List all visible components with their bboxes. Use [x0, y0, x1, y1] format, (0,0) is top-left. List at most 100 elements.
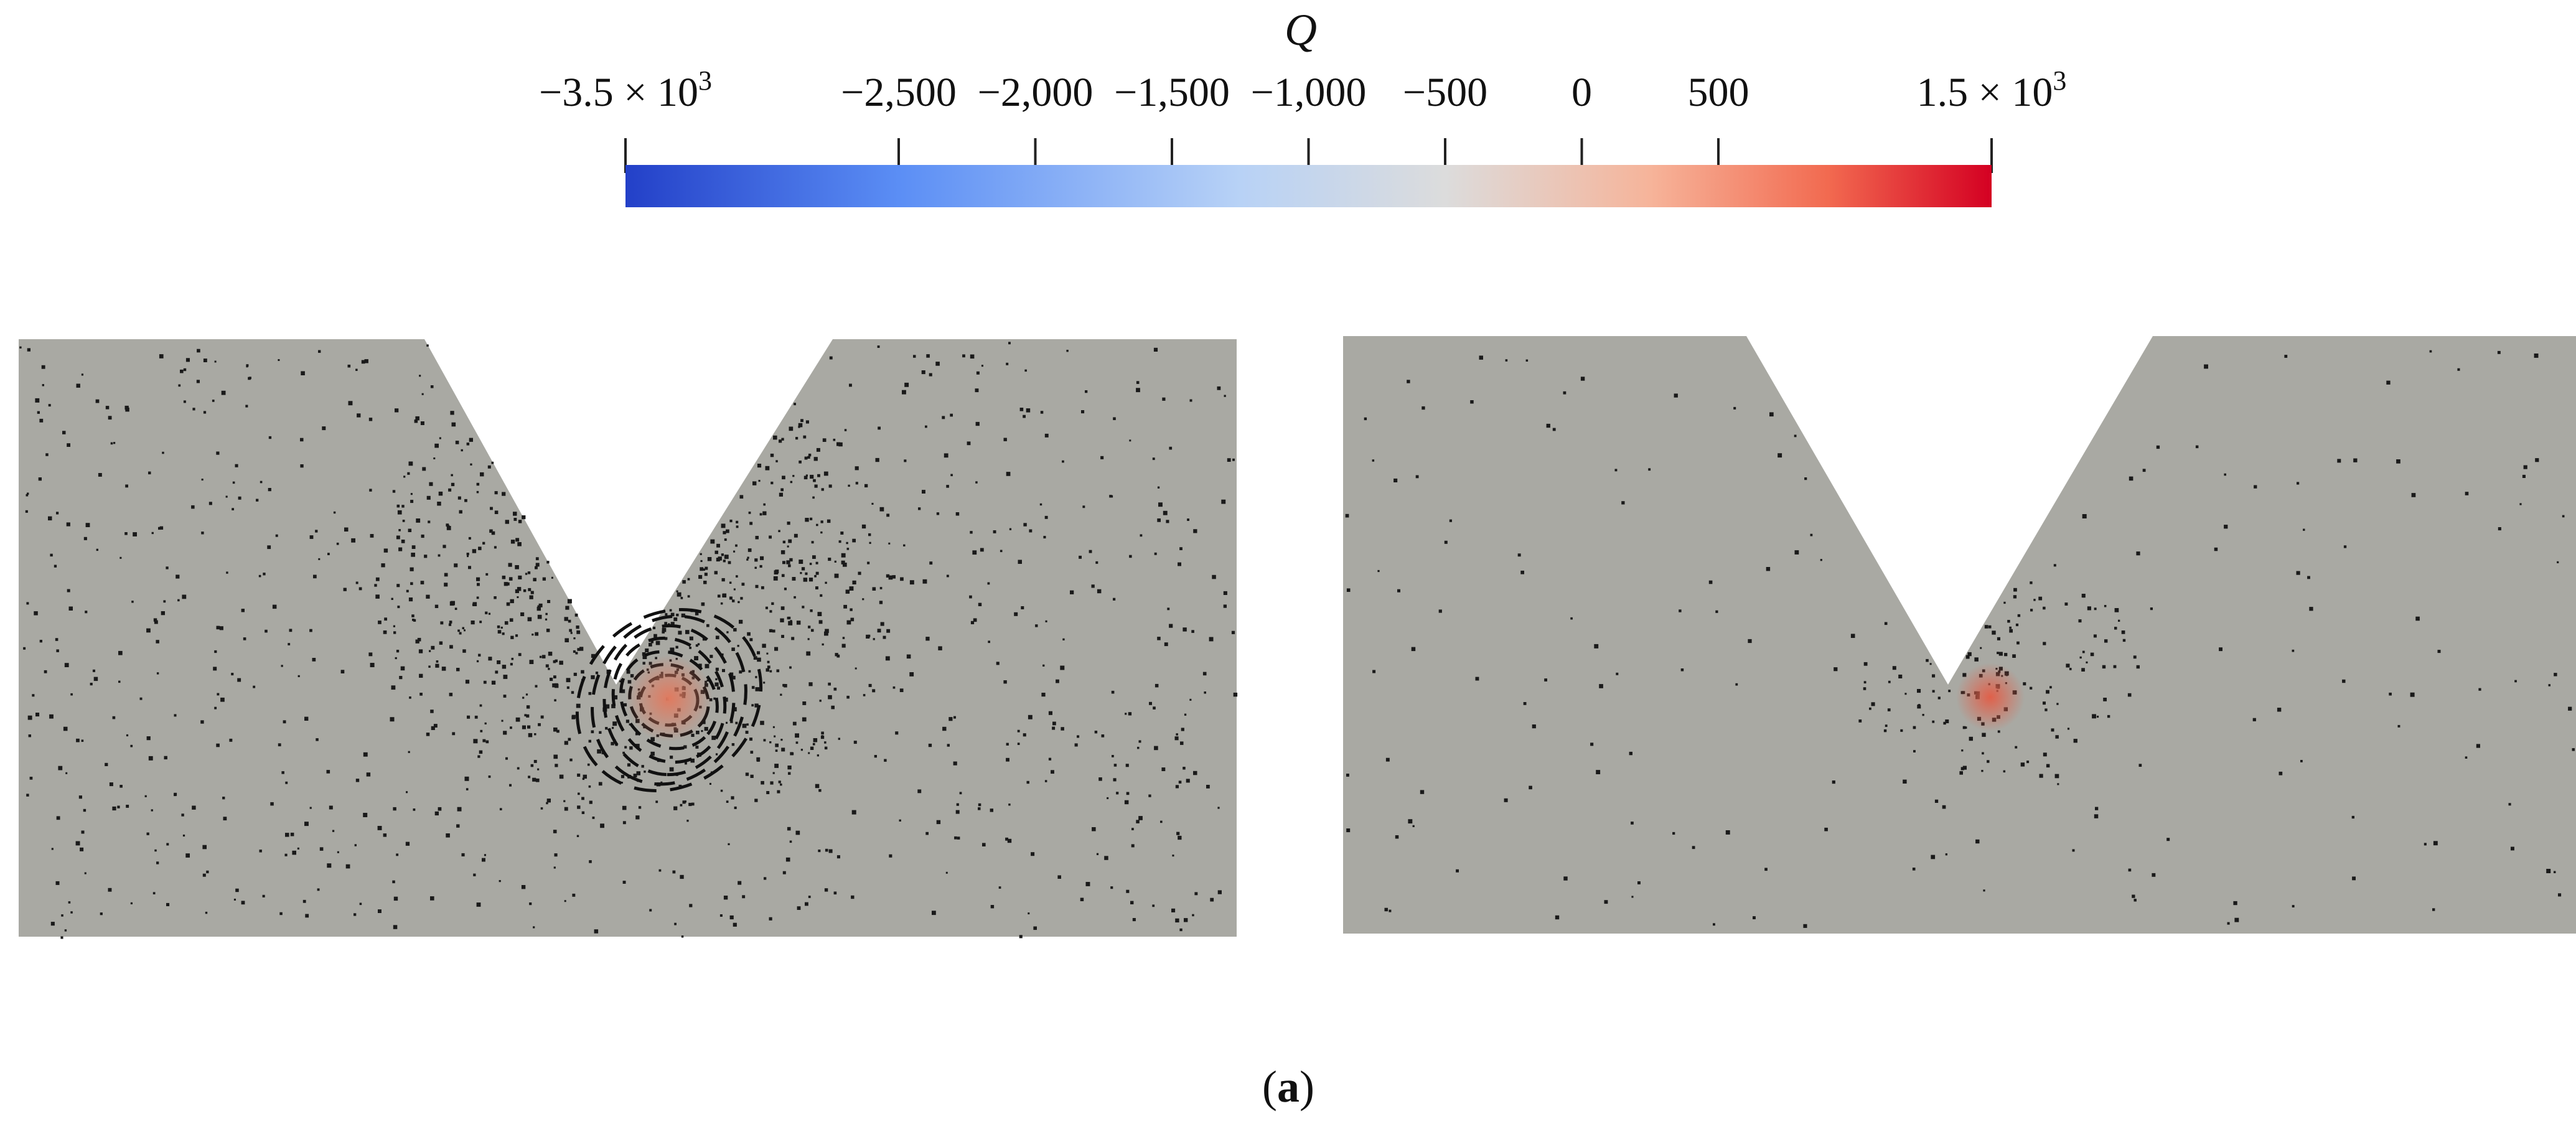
particle-dot	[67, 443, 70, 447]
particle-dot	[689, 647, 691, 649]
particle-dot	[1112, 755, 1114, 757]
particle-dot	[413, 808, 416, 811]
particle-dot	[573, 650, 576, 653]
particle-dot	[680, 597, 683, 599]
particle-dot	[706, 624, 710, 627]
particle-dot	[978, 803, 981, 807]
particle-dot	[707, 557, 712, 561]
particle-dot	[1028, 912, 1030, 915]
particle-dot	[212, 400, 215, 402]
particle-dot	[770, 781, 774, 785]
particle-dot	[800, 419, 803, 423]
particle-dot	[761, 586, 764, 589]
particle-dot	[2138, 764, 2142, 767]
particle-dot	[398, 529, 401, 532]
particle-dot	[805, 518, 809, 522]
particle-dot	[515, 565, 519, 569]
particle-dot	[1081, 410, 1085, 414]
particle-dot	[285, 833, 289, 837]
particle-dot	[1169, 446, 1173, 450]
particle-dot	[1885, 724, 1888, 727]
particle-dot	[1184, 713, 1187, 716]
particle-dot	[161, 611, 165, 616]
particle-dot	[886, 574, 890, 578]
particle-dot	[853, 741, 857, 744]
particle-dot	[208, 502, 212, 505]
particle-dot	[384, 617, 387, 621]
particle-dot	[696, 731, 700, 734]
particle-dot	[925, 425, 927, 428]
particle-dot	[185, 853, 190, 858]
particle-dot	[548, 652, 553, 656]
particle-dot	[23, 647, 26, 650]
particle-dot	[810, 474, 814, 479]
particle-dot	[553, 866, 556, 869]
particle-dot	[1931, 855, 1936, 860]
particle-dot	[1003, 680, 1007, 684]
particle-dot	[1998, 652, 2003, 656]
particle-dot	[205, 911, 208, 914]
particle-dot	[182, 594, 187, 599]
particle-dot	[2015, 623, 2019, 627]
particle-dot	[152, 892, 156, 894]
particle-dot	[1152, 904, 1155, 907]
particle-dot	[216, 625, 220, 630]
particle-dot	[497, 625, 500, 629]
particle-dot	[794, 403, 796, 406]
particle-dot	[497, 630, 502, 634]
particle-dot	[1044, 780, 1047, 782]
particle-dot	[1735, 683, 1738, 686]
particle-dot	[2043, 642, 2046, 645]
particle-dot	[1937, 696, 1941, 700]
particle-dot	[2498, 527, 2501, 531]
particle-dot	[600, 823, 604, 828]
particle-dot	[649, 909, 652, 912]
particle-dot	[421, 534, 424, 538]
particle-dot	[782, 475, 785, 480]
particle-dot	[578, 792, 580, 795]
particle-dot	[2514, 680, 2517, 683]
particle-dot	[670, 756, 673, 759]
particle-dot	[355, 779, 360, 782]
particle-dot	[564, 617, 568, 621]
particle-dot	[780, 783, 782, 786]
particle-dot	[946, 485, 949, 488]
particle-dot	[903, 544, 906, 546]
particle-dot	[722, 593, 727, 597]
particle-dot	[551, 576, 553, 579]
particle-dot	[262, 894, 265, 897]
particle-dot	[2043, 752, 2047, 757]
particle-dot	[2309, 607, 2313, 611]
particle-dot	[313, 574, 317, 579]
particle-dot	[253, 685, 256, 688]
particle-dot	[754, 558, 758, 562]
particle-dot	[449, 693, 453, 696]
particle-dot	[1794, 434, 1797, 438]
particle-dot	[1227, 458, 1231, 462]
particle-dot	[976, 371, 980, 375]
particle-dot	[1136, 820, 1140, 823]
particle-dot	[780, 550, 785, 555]
particle-dot	[125, 484, 128, 488]
particle-dot	[622, 805, 627, 810]
particle-dot	[200, 720, 204, 724]
particle-dot	[1026, 408, 1031, 413]
particle-dot	[892, 575, 896, 579]
particle-dot	[528, 775, 531, 779]
particle-dot	[1544, 678, 1547, 682]
particle-dot	[715, 635, 719, 640]
particle-dot	[886, 629, 891, 633]
particle-dot	[808, 896, 811, 898]
particle-dot	[769, 741, 772, 744]
particle-dot	[545, 612, 548, 616]
particle-dot	[1023, 415, 1026, 418]
particle-dot	[400, 666, 405, 671]
particle-dot	[1616, 672, 1619, 675]
particle-dot	[488, 657, 492, 661]
particle-dot	[1525, 359, 1529, 362]
particle-dot	[2195, 445, 2199, 449]
particle-dot	[278, 359, 280, 361]
particle-dot	[815, 561, 818, 564]
particle-dot	[270, 802, 274, 806]
particle-dot	[2013, 588, 2017, 592]
